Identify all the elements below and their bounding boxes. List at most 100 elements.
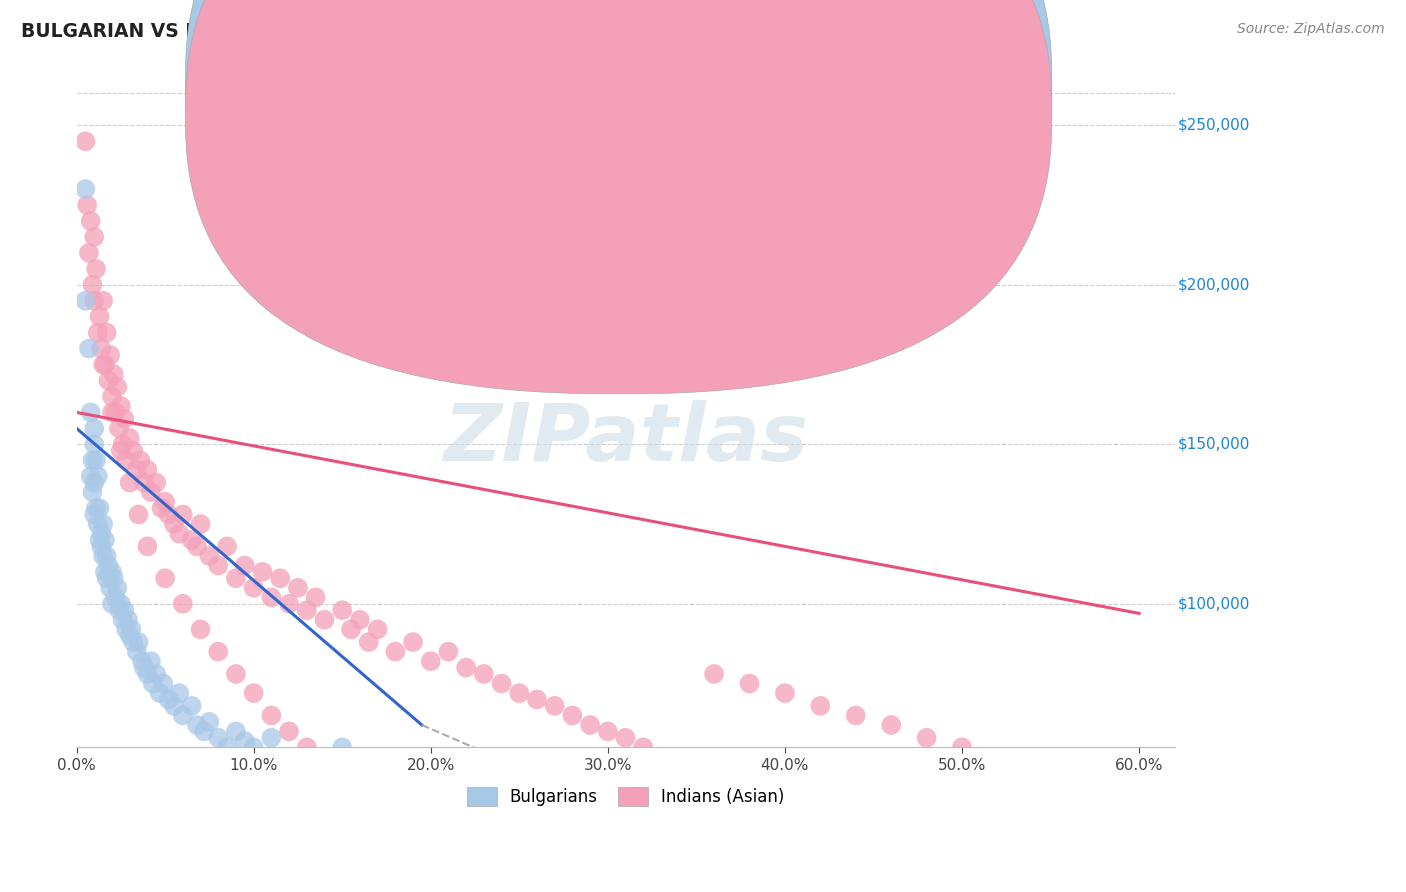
Point bbox=[132, 660, 155, 674]
Point bbox=[190, 623, 212, 637]
Point bbox=[112, 603, 135, 617]
Point bbox=[104, 591, 127, 605]
Point bbox=[104, 405, 127, 419]
Point bbox=[773, 686, 796, 700]
Point bbox=[108, 421, 131, 435]
Point bbox=[87, 326, 110, 340]
Point bbox=[112, 411, 135, 425]
Point bbox=[367, 623, 389, 637]
Point bbox=[186, 718, 208, 732]
Point bbox=[84, 261, 107, 276]
Point bbox=[172, 708, 194, 723]
Point bbox=[84, 501, 107, 516]
Point bbox=[169, 686, 191, 700]
Point bbox=[287, 581, 309, 595]
Point bbox=[198, 714, 221, 729]
Point bbox=[82, 485, 104, 500]
Point bbox=[349, 613, 371, 627]
Point bbox=[472, 667, 495, 681]
Point bbox=[75, 134, 97, 148]
Point bbox=[252, 565, 274, 579]
Point bbox=[96, 326, 118, 340]
Point bbox=[278, 724, 301, 739]
Legend: Bulgarians, Indians (Asian): Bulgarians, Indians (Asian) bbox=[460, 780, 792, 813]
Point bbox=[118, 629, 141, 643]
Point bbox=[83, 230, 105, 244]
Point bbox=[269, 571, 291, 585]
Point bbox=[89, 533, 111, 547]
Point bbox=[131, 654, 153, 668]
Point bbox=[136, 667, 159, 681]
Point bbox=[1022, 756, 1045, 771]
Point bbox=[110, 399, 132, 413]
Point bbox=[456, 779, 478, 793]
Point bbox=[103, 367, 125, 381]
Point bbox=[217, 540, 239, 554]
Point bbox=[136, 463, 159, 477]
Point bbox=[186, 540, 208, 554]
Point bbox=[150, 501, 173, 516]
Point bbox=[207, 731, 229, 745]
Point bbox=[561, 708, 583, 723]
Point bbox=[77, 342, 100, 356]
Point bbox=[145, 667, 167, 681]
Point bbox=[105, 380, 128, 394]
Point bbox=[145, 475, 167, 490]
Point bbox=[132, 475, 155, 490]
Point bbox=[96, 571, 118, 585]
Point bbox=[295, 740, 318, 755]
Text: $100,000: $100,000 bbox=[1178, 596, 1250, 611]
Point bbox=[128, 508, 150, 522]
Point bbox=[118, 431, 141, 445]
Point bbox=[82, 453, 104, 467]
Point bbox=[101, 389, 124, 403]
Point bbox=[845, 708, 868, 723]
Point bbox=[190, 516, 212, 531]
Point bbox=[242, 740, 264, 755]
Point bbox=[110, 443, 132, 458]
Point bbox=[80, 469, 103, 483]
Point bbox=[330, 769, 353, 783]
Point bbox=[163, 698, 186, 713]
Point bbox=[915, 731, 938, 745]
Point bbox=[90, 342, 112, 356]
Point bbox=[330, 740, 353, 755]
Text: ZIPatlas: ZIPatlas bbox=[443, 401, 808, 478]
Point bbox=[225, 724, 247, 739]
Point bbox=[157, 508, 180, 522]
Point bbox=[180, 698, 202, 713]
Point bbox=[544, 698, 567, 713]
Point bbox=[83, 475, 105, 490]
Point bbox=[82, 277, 104, 292]
Point bbox=[118, 475, 141, 490]
Point bbox=[172, 597, 194, 611]
Point bbox=[738, 676, 761, 690]
Point bbox=[89, 310, 111, 324]
Point bbox=[163, 516, 186, 531]
Point bbox=[80, 405, 103, 419]
Point bbox=[169, 526, 191, 541]
Point bbox=[225, 667, 247, 681]
Point bbox=[242, 686, 264, 700]
Point bbox=[217, 740, 239, 755]
Point bbox=[91, 293, 114, 308]
Point bbox=[80, 214, 103, 228]
Point bbox=[139, 654, 162, 668]
Point bbox=[242, 581, 264, 595]
Point bbox=[172, 508, 194, 522]
Point bbox=[579, 718, 602, 732]
Point bbox=[97, 558, 120, 573]
Point bbox=[96, 549, 118, 563]
Point bbox=[950, 740, 973, 755]
Text: BULGARIAN VS INDIAN (ASIAN) MEDIAN FAMILY INCOME CORRELATION CHART: BULGARIAN VS INDIAN (ASIAN) MEDIAN FAMIL… bbox=[21, 22, 842, 41]
Point bbox=[357, 635, 380, 649]
Point bbox=[153, 494, 176, 508]
Point bbox=[384, 763, 406, 777]
Point bbox=[596, 724, 619, 739]
Point bbox=[98, 348, 121, 362]
Point bbox=[314, 756, 336, 771]
Point bbox=[1092, 772, 1115, 787]
Point bbox=[105, 581, 128, 595]
Point bbox=[115, 623, 138, 637]
Point bbox=[84, 453, 107, 467]
